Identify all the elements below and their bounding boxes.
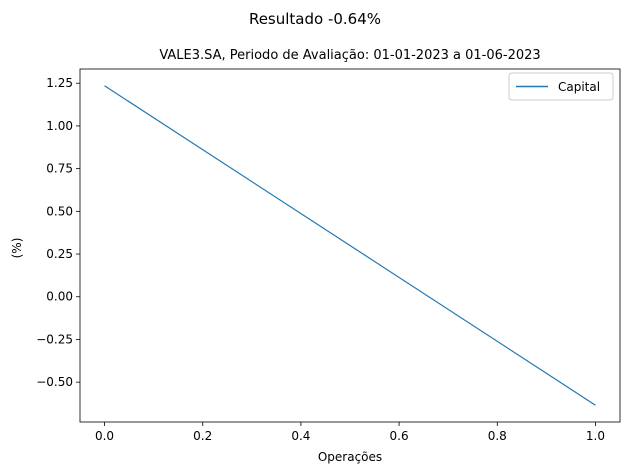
x-tick-label: 0.6 (390, 429, 409, 443)
y-tick-label: −0.50 (36, 375, 73, 389)
y-tick-label: 1.25 (46, 76, 73, 90)
legend-label-capital: Capital (558, 80, 600, 94)
y-tick-label: 1.00 (46, 119, 73, 133)
x-tick-label: 0.4 (291, 429, 310, 443)
series-layer (104, 85, 596, 406)
x-tick-label: 1.0 (586, 429, 605, 443)
x-tick-label: 0.0 (95, 429, 114, 443)
chart-title: VALE3.SA, Periodo de Avaliação: 01-01-20… (159, 48, 540, 63)
x-axis-label: Operações (318, 450, 382, 464)
y-axis-label: (%) (10, 238, 24, 259)
x-axis-ticks: 0.0 0.2 0.4 0.6 0.8 1.0 (95, 422, 605, 443)
y-tick-label: 0.25 (46, 247, 73, 261)
x-tick-label: 0.2 (193, 429, 212, 443)
y-axis-ticks: 1.25 1.00 0.75 0.50 0.25 0.00 −0.25 −0.50 (36, 76, 80, 389)
legend: Capital (508, 72, 614, 101)
y-tick-label: −0.25 (36, 332, 73, 346)
legend-box (508, 72, 614, 101)
y-tick-label: 0.50 (46, 204, 73, 218)
y-tick-label: 0.75 (46, 162, 73, 176)
chart-suptitle: Resultado -0.64% (249, 10, 381, 28)
series-line-capital (104, 85, 596, 406)
y-tick-label: 0.00 (46, 290, 73, 304)
plot-area (79, 68, 621, 423)
plot-frame (79, 68, 621, 423)
x-tick-label: 0.8 (488, 429, 507, 443)
